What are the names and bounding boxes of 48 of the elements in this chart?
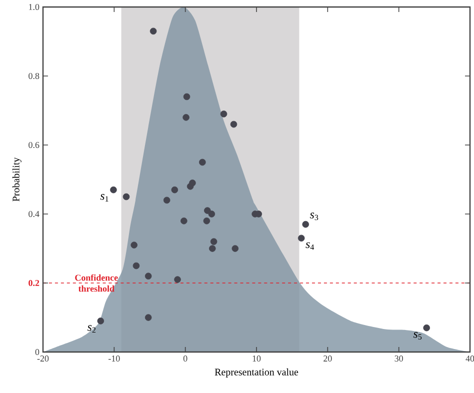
x-tick-label: -20 xyxy=(37,356,49,362)
point xyxy=(210,238,218,245)
point xyxy=(204,207,211,214)
point xyxy=(220,110,228,118)
point xyxy=(171,186,178,194)
x-tick-label: -10 xyxy=(108,356,120,362)
x-tick-label: 10 xyxy=(252,356,261,362)
point xyxy=(150,28,157,35)
x-tick-label: 30 xyxy=(394,356,403,362)
annotation: s$_{1}$ xyxy=(100,194,108,202)
point xyxy=(203,218,210,224)
point xyxy=(174,276,181,283)
x-tick-label: 0 xyxy=(183,356,188,362)
y-tick-label: 0 xyxy=(35,348,40,356)
point xyxy=(189,180,196,186)
x-axis-title: Representation value xyxy=(214,368,298,378)
annotation: s$_{5}$ xyxy=(413,332,422,340)
y-tick-label: 0.6 xyxy=(28,142,40,148)
point xyxy=(132,262,140,270)
point xyxy=(97,318,104,324)
point xyxy=(423,324,430,332)
point xyxy=(199,158,206,166)
annotation: s$_{2}$ xyxy=(87,325,96,333)
point xyxy=(208,210,216,218)
point xyxy=(130,242,138,248)
point xyxy=(183,93,190,100)
point xyxy=(232,245,239,252)
y-tick-label: 0.8 xyxy=(28,72,40,80)
point xyxy=(110,186,117,194)
point xyxy=(122,193,130,200)
y-tick-label: 1.0 xyxy=(29,4,40,10)
point xyxy=(302,220,309,228)
point xyxy=(144,272,152,280)
annotation: s$_{4}$ xyxy=(306,242,314,250)
y-axis-title: Probability xyxy=(12,157,22,202)
y-tick-label: 0.2 xyxy=(28,280,40,286)
y-tick-label: 0.4 xyxy=(28,210,40,218)
point xyxy=(298,234,305,242)
point xyxy=(182,114,190,121)
x-tick-label: 40 xyxy=(466,356,474,362)
point xyxy=(144,314,152,321)
annotation: s$_{3}$ xyxy=(310,212,318,220)
x-tick-label: 20 xyxy=(324,356,332,362)
point xyxy=(180,218,188,224)
point xyxy=(208,245,216,252)
point xyxy=(230,120,238,128)
ref-line-label: Confidence threshold xyxy=(75,274,118,292)
point xyxy=(163,196,170,204)
